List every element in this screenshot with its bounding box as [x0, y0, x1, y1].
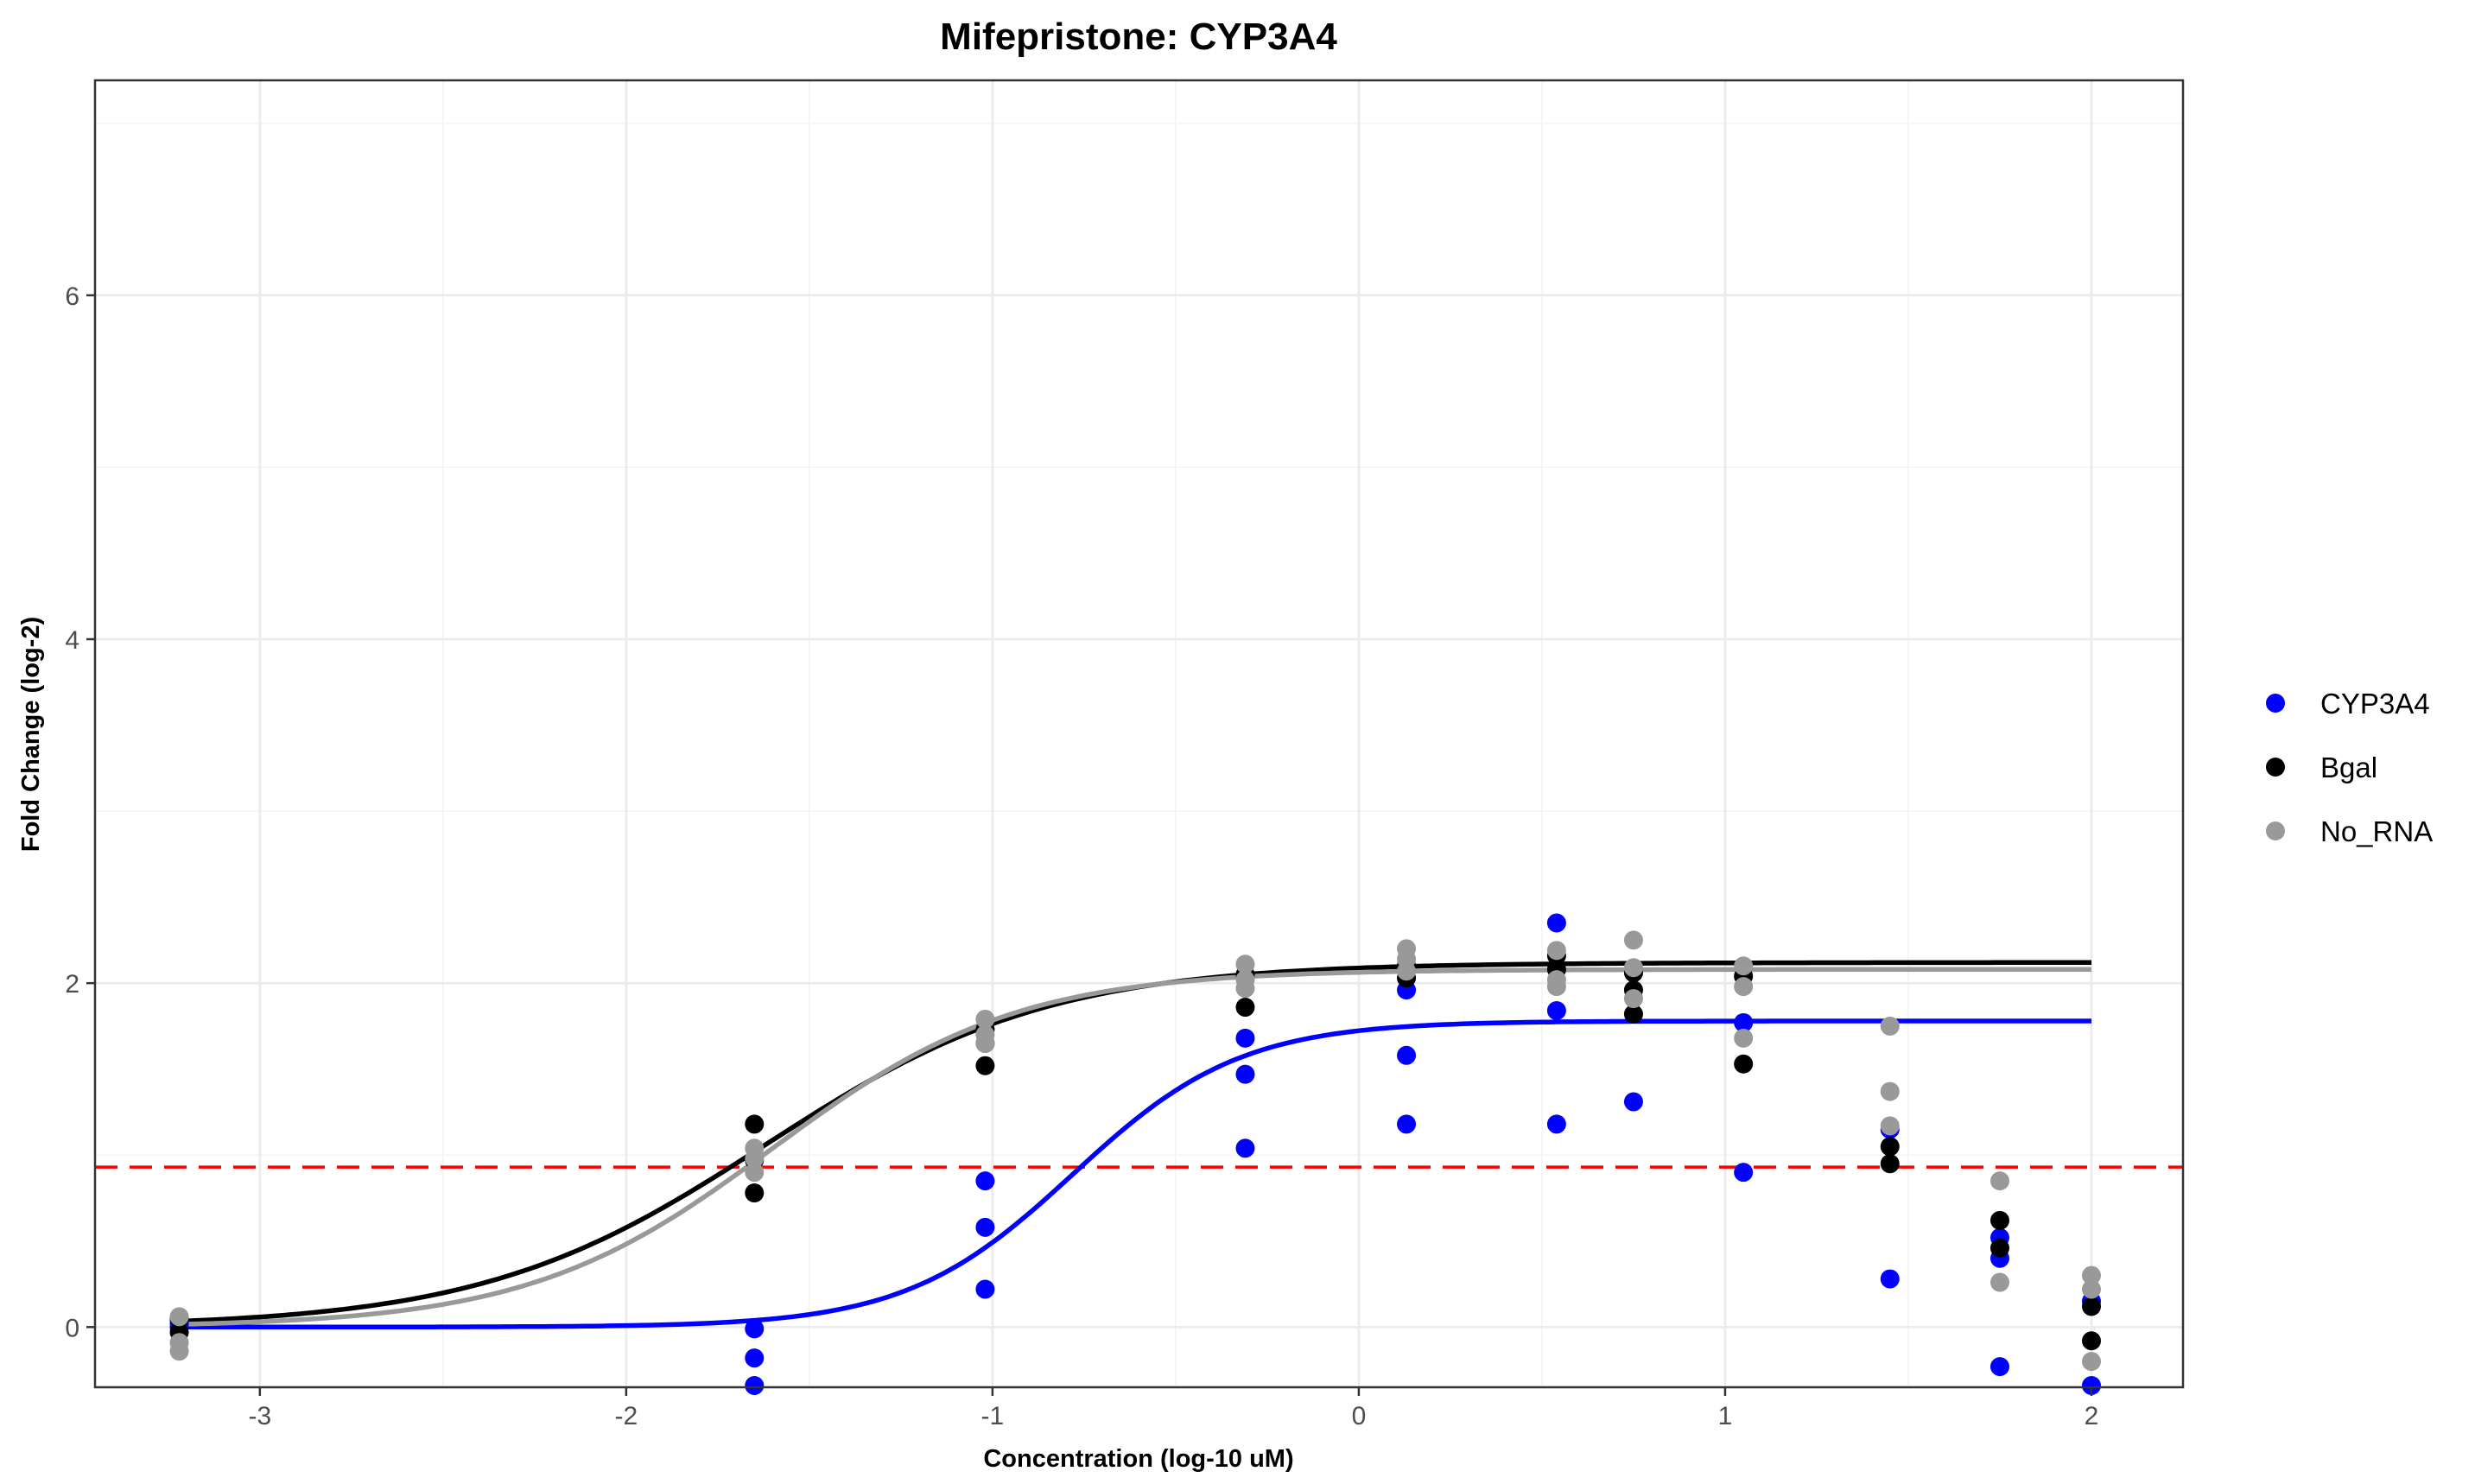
data-point	[1397, 1045, 1417, 1065]
x-tick-label: 0	[1352, 1402, 1367, 1430]
data-point	[1880, 1016, 1900, 1036]
data-point	[1880, 1269, 1900, 1289]
legend-label: Bgal	[2320, 752, 2377, 783]
data-point	[1734, 1054, 1754, 1074]
legend-label: No_RNA	[2320, 815, 2433, 847]
data-point	[1397, 1114, 1417, 1134]
y-tick-label: 4	[65, 626, 79, 655]
data-point	[1623, 930, 1643, 950]
data-point	[2081, 1376, 2101, 1396]
legend-key	[2266, 821, 2285, 840]
data-point	[1235, 1064, 1255, 1084]
data-point	[1623, 958, 1643, 978]
data-point	[2081, 1297, 2101, 1316]
legend: CYP3A4 Bgal No_RNA	[2266, 688, 2433, 847]
x-tick-label: 2	[2085, 1402, 2099, 1430]
data-point	[2081, 1331, 2101, 1351]
data-point	[1623, 1004, 1643, 1024]
data-point	[1235, 1028, 1255, 1048]
data-point	[975, 1171, 995, 1191]
data-point	[1546, 913, 1566, 933]
legend-key	[2266, 758, 2285, 777]
data-point	[975, 1009, 995, 1029]
data-point	[1546, 1114, 1566, 1134]
data-point	[1546, 977, 1566, 997]
x-tick-label: 1	[1718, 1402, 1733, 1430]
data-point	[1235, 979, 1255, 999]
y-tick-label: 2	[65, 970, 79, 999]
data-point	[1880, 1116, 1900, 1136]
data-point	[1990, 1171, 2009, 1191]
data-point	[1235, 1138, 1255, 1158]
fit-curve-cyp3a4	[179, 1018, 2091, 1330]
data-point	[1623, 1092, 1643, 1112]
x-tick-label: -3	[248, 1402, 271, 1430]
data-point	[1734, 977, 1754, 997]
data-point	[1734, 1028, 1754, 1048]
data-point	[1623, 989, 1643, 1009]
data-point	[1734, 1163, 1754, 1183]
data-point	[745, 1183, 765, 1203]
legend-key	[2266, 694, 2285, 713]
y-axis-title: Fold Change (log-2)	[17, 617, 45, 852]
data-points	[169, 913, 2101, 1396]
data-point	[1990, 1238, 2009, 1258]
x-tick-label: -2	[615, 1402, 638, 1430]
data-point	[1880, 1154, 1900, 1174]
data-point	[1235, 954, 1255, 974]
fit-curve-no_rna	[179, 967, 2091, 1327]
data-point	[1990, 1357, 2009, 1377]
y-tick-label: 0	[65, 1314, 79, 1342]
data-point	[169, 1341, 189, 1361]
data-point	[1546, 1001, 1566, 1021]
series-no-rna	[169, 930, 2101, 1372]
data-point	[745, 1114, 765, 1134]
data-point	[1880, 1081, 1900, 1101]
data-point	[975, 1033, 995, 1053]
data-point	[975, 1217, 995, 1237]
data-point	[745, 1163, 765, 1183]
data-point	[745, 1149, 765, 1169]
data-point	[2081, 1265, 2101, 1285]
x-axis-title: Concentration (log-10 uM)	[983, 1445, 1293, 1473]
fit-curves	[179, 960, 2091, 1330]
x-tick-label: -1	[981, 1402, 1005, 1430]
data-point	[169, 1307, 189, 1327]
chart-title: Mifepristone: CYP3A4	[940, 16, 1337, 58]
data-point	[1880, 1137, 1900, 1157]
data-point	[1734, 1012, 1754, 1032]
data-point	[2081, 1352, 2101, 1372]
data-point	[1734, 956, 1754, 976]
y-tick-label: 6	[65, 282, 79, 311]
data-point	[745, 1319, 765, 1339]
data-point	[745, 1376, 765, 1396]
panel-border	[93, 79, 2185, 1389]
axis-ticks: -3 -2 -1 0 1 2 0 2 4 6	[65, 282, 2098, 1430]
grid	[95, 80, 2183, 1387]
data-point	[1235, 998, 1255, 1018]
data-point	[975, 1056, 995, 1075]
data-point	[745, 1348, 765, 1368]
data-point	[1546, 941, 1566, 961]
data-point	[1990, 1210, 2009, 1230]
data-point	[2081, 1279, 2101, 1299]
data-point	[1990, 1272, 2009, 1292]
data-point	[975, 1279, 995, 1299]
legend-label: CYP3A4	[2320, 688, 2430, 720]
data-point	[1397, 961, 1417, 981]
